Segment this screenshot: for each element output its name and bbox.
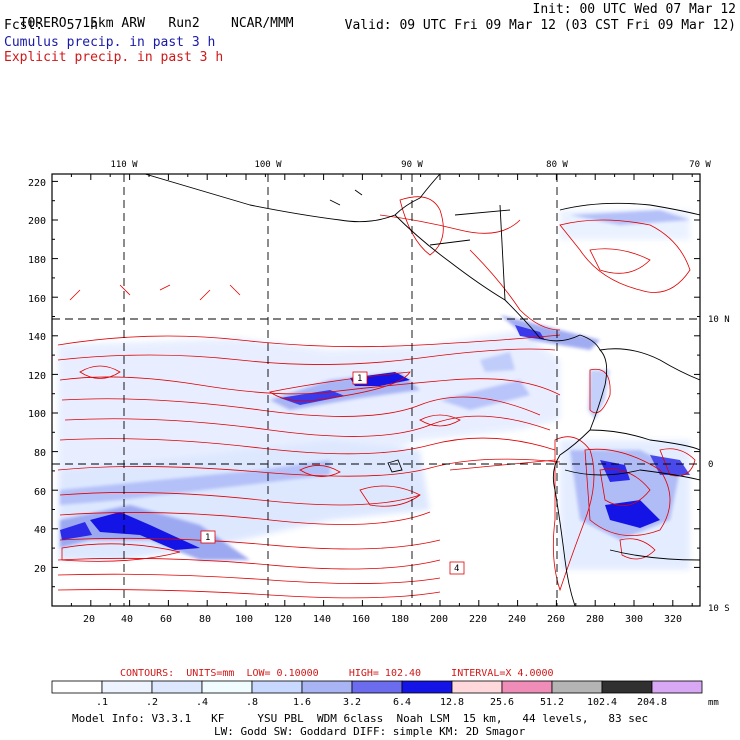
colorbar-label: .2 (146, 697, 158, 708)
plot-frame (51, 173, 701, 607)
x-tick-label: 140 (313, 614, 331, 625)
x-tick-label: 180 (391, 614, 409, 625)
lon-label: 80 W (546, 160, 568, 170)
coastlines (144, 174, 700, 606)
fcst-label: Fcst: (4, 18, 44, 33)
valid-time: Valid: 09 UTC Fri 09 Mar 12 (03 CST Fri … (344, 18, 736, 33)
colorbar-label: 204.8 (637, 697, 667, 708)
lat-label: 0 (708, 460, 713, 470)
x-tick-label: 20 (83, 614, 95, 625)
lon-label: 90 W (401, 160, 423, 170)
colorbar (51, 680, 703, 694)
colorbar-swatch (651, 680, 703, 694)
x-tick-label: 100 (235, 614, 253, 625)
model-name: TORERO (19, 16, 67, 31)
colorbar-swatch (251, 680, 303, 694)
colorbar-swatch (301, 680, 353, 694)
colorbar-label: 1.6 (293, 697, 311, 708)
colorbar-swatch (401, 680, 453, 694)
model-run: Run2 (168, 16, 200, 31)
x-tick-label: 240 (508, 614, 526, 625)
colorbar-swatch (501, 680, 553, 694)
colorbar-label: 6.4 (393, 697, 411, 708)
x-tick-label: 220 (469, 614, 487, 625)
x-tick-label: 320 (664, 614, 682, 625)
x-tick-label: 80 (199, 614, 211, 625)
model-info-line2: LW: Godd SW: Goddard DIFF: simple KM: 2D… (214, 725, 526, 738)
contour-high: HIGH= 102.40 (348, 668, 422, 679)
colorbar-swatch (601, 680, 653, 694)
colorbar-swatch (551, 680, 603, 694)
box-label: 1 (205, 533, 210, 543)
colorbar-swatch (151, 680, 203, 694)
y-tick-label: 60 (34, 487, 46, 498)
lon-label: 100 W (254, 160, 282, 170)
contour-interval: INTERVAL=X 4.0000 (451, 668, 554, 679)
x-tick-label: 120 (274, 614, 292, 625)
colorbar-swatch (101, 680, 153, 694)
y-tick-label: 140 (28, 332, 46, 343)
lat-label: 10 S (708, 604, 730, 614)
field-cumulus: Cumulus precip. in past 3 h (4, 35, 216, 50)
colorbar-swatch (351, 680, 403, 694)
lon-label: 70 W (689, 160, 711, 170)
x-tick-label: 260 (547, 614, 565, 625)
contour-info: CONTOURS: UNITS=mm LOW= 0.10000 HIGH= 10… (0, 668, 740, 679)
colorbar-label: .1 (96, 697, 108, 708)
contour-low: LOW= 0.10000 (246, 668, 319, 679)
field-explicit: Explicit precip. in past 3 h (4, 50, 224, 65)
y-tick-label: 100 (28, 409, 46, 420)
colorbar-swatch (51, 680, 103, 694)
lon-label: 110 W (110, 160, 138, 170)
x-tick-label: 280 (586, 614, 604, 625)
x-tick-label: 300 (625, 614, 643, 625)
colorbar-units: mm (708, 698, 719, 708)
colorbar-label: 3.2 (343, 697, 361, 708)
y-tick-label: 200 (28, 216, 46, 227)
colorbar-swatch (451, 680, 503, 694)
y-tick-label: 160 (28, 294, 46, 305)
model-info-line1: Model Info: V3.3.1 KF YSU PBL WDM 6class… (72, 712, 649, 725)
model-title: TORERO 15km ARW Run2 NCAR/MMM (4, 3, 294, 31)
colorbar-label: 12.8 (440, 697, 464, 708)
y-tick-label: 80 (34, 448, 46, 459)
colorbar-label: 102.4 (587, 697, 617, 708)
y-tick-label: 180 (28, 255, 46, 266)
high-value-boxes: 1 1 4 (200, 371, 465, 575)
colorbar-label: 25.6 (490, 697, 514, 708)
forecast-hour: Fcst: 57 h (4, 19, 98, 33)
box-label: 1 (357, 374, 362, 384)
explicit-precip-contours (57, 196, 696, 599)
fcst-value: 57 h (66, 18, 98, 33)
box-label: 4 (454, 564, 459, 574)
x-tick-label: 200 (430, 614, 448, 625)
model-resolution: 15km ARW (82, 16, 145, 31)
x-tick-label: 160 (352, 614, 370, 625)
x-tick-label: 60 (160, 614, 172, 625)
colorbar-swatch (201, 680, 253, 694)
y-tick-label: 20 (34, 564, 46, 575)
init-time: Init: 00 UTC Wed 07 Mar 12 (532, 2, 737, 17)
y-tick-label: 40 (34, 525, 46, 536)
x-tick-label: 40 (121, 614, 133, 625)
contour-label: CONTOURS: (120, 668, 175, 679)
latlon-grid (52, 174, 700, 606)
y-tick-label: 220 (28, 178, 46, 189)
contour-units: UNITS=mm (186, 668, 235, 679)
model-org: NCAR/MMM (231, 16, 294, 31)
axis-ticks (51, 174, 700, 607)
lat-label: 10 N (708, 315, 730, 325)
colorbar-label: 51.2 (540, 697, 564, 708)
colorbar-label: .8 (246, 697, 258, 708)
colorbar-label: .4 (196, 697, 208, 708)
cumulus-heavy-cores (60, 325, 690, 550)
y-tick-label: 120 (28, 371, 46, 382)
